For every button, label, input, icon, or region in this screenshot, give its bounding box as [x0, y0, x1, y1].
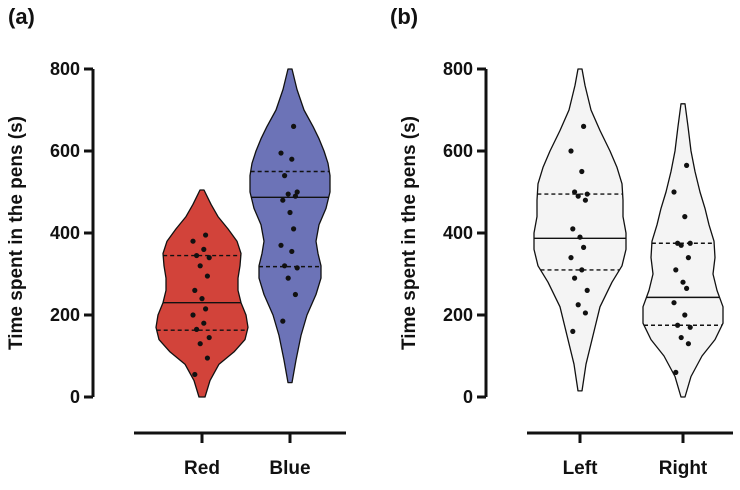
data-point	[682, 214, 688, 220]
panel-b: (b) Time spent in the pens (s) 0 200 400 600 8…	[390, 4, 733, 479]
violin-body	[642, 103, 724, 398]
data-point	[678, 334, 684, 341]
y-tick-label: 400	[443, 223, 473, 243]
data-point	[203, 232, 209, 238]
data-point	[206, 255, 212, 261]
data-point	[282, 173, 288, 179]
y-tick-label: 800	[50, 59, 80, 79]
violin-body	[155, 189, 249, 398]
data-point	[687, 324, 693, 330]
data-point	[684, 285, 690, 291]
data-point	[684, 162, 690, 168]
data-point	[579, 168, 585, 175]
y-axis-label: Time spent in the pens (s)	[6, 116, 27, 350]
data-point	[568, 255, 574, 261]
data-point	[291, 226, 297, 232]
data-point	[675, 240, 681, 246]
data-point	[206, 334, 212, 341]
data-point	[197, 341, 203, 347]
data-point	[581, 123, 587, 129]
data-point	[685, 255, 692, 261]
x-tick-label: Right	[659, 458, 708, 479]
y-tick-label: 600	[50, 141, 80, 161]
data-point	[579, 267, 585, 273]
data-point	[287, 209, 293, 216]
y-tick-label: 0	[70, 387, 80, 407]
data-point	[285, 275, 291, 281]
data-point	[197, 263, 203, 269]
y-tick-label: 400	[50, 223, 80, 243]
x-tick-label: Blue	[269, 458, 310, 479]
data-point	[671, 189, 677, 195]
data-point	[192, 287, 198, 293]
data-point	[575, 193, 581, 199]
data-point	[291, 123, 297, 129]
violin-blue	[249, 68, 331, 384]
y-tick-label: 200	[443, 305, 473, 325]
data-point	[192, 371, 198, 378]
data-point	[278, 242, 284, 248]
data-point	[570, 226, 576, 232]
data-point	[572, 189, 578, 195]
violin-left	[533, 68, 627, 392]
data-point	[575, 302, 581, 308]
data-point	[204, 355, 210, 361]
y-tick-label: 0	[463, 387, 473, 407]
data-point	[671, 300, 677, 306]
data-point	[673, 369, 679, 375]
data-point	[572, 275, 578, 281]
data-point	[294, 265, 300, 271]
data-point	[292, 291, 298, 298]
data-point	[201, 320, 207, 326]
data-point	[199, 296, 205, 302]
data-point	[201, 246, 207, 252]
data-point	[194, 326, 200, 332]
data-point	[292, 193, 298, 199]
data-point	[675, 322, 681, 328]
violin-body	[249, 68, 331, 384]
data-point	[673, 267, 679, 273]
data-point	[203, 306, 209, 312]
violin-body	[533, 68, 627, 392]
y-tick-label: 800	[443, 59, 473, 79]
x-tick-label: Left	[563, 458, 599, 479]
data-point	[682, 312, 688, 318]
panel-label: (a)	[8, 4, 35, 29]
data-point	[687, 240, 693, 246]
data-point	[289, 156, 295, 162]
data-point	[282, 263, 288, 269]
violin-right	[642, 103, 724, 398]
y-tick-label: 200	[50, 305, 80, 325]
violin-red	[155, 189, 249, 398]
data-point	[280, 318, 286, 324]
y-axis-label: Time spent in the pens (s)	[399, 116, 420, 350]
data-point	[582, 310, 589, 316]
data-point	[294, 189, 300, 195]
data-point	[582, 197, 589, 203]
data-point	[577, 234, 583, 240]
panel-label: (b)	[390, 4, 418, 29]
data-point	[584, 287, 590, 293]
data-point	[584, 191, 590, 197]
data-point	[204, 273, 210, 279]
data-point	[581, 244, 587, 250]
data-point	[190, 238, 196, 244]
panel-a: (a) Time spent in the pens (s) 0 200 400 600 8…	[6, 4, 346, 479]
data-point	[568, 148, 574, 154]
data-point	[570, 328, 576, 334]
data-point	[289, 248, 295, 255]
data-point	[190, 312, 196, 318]
data-point	[280, 197, 286, 203]
y-tick-label: 600	[443, 141, 473, 161]
data-point	[285, 191, 291, 197]
x-tick-label: Red	[184, 458, 220, 479]
data-point	[685, 341, 692, 347]
data-point	[194, 252, 200, 259]
data-point	[680, 279, 686, 285]
data-point	[278, 150, 284, 156]
